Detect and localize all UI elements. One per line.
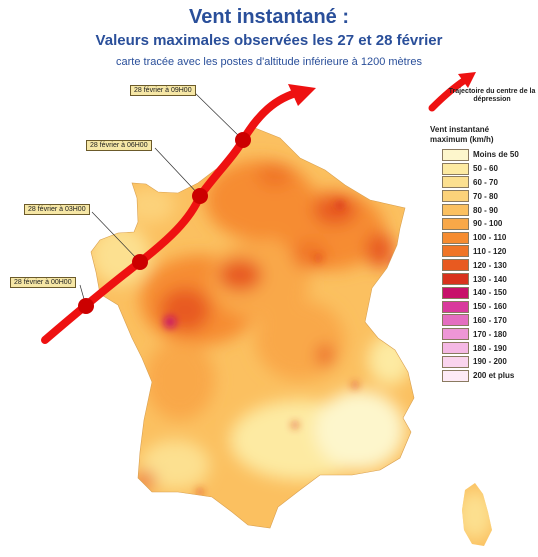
callout-06h00: 28 février à 06H00	[86, 140, 152, 151]
legend-swatch	[442, 328, 469, 341]
legend-label: 170 - 180	[473, 329, 507, 339]
trajectory-point-06h	[192, 188, 208, 204]
map-title: Vent instantané :	[188, 6, 350, 28]
legend-label: 130 - 140	[473, 274, 507, 284]
legend-label: 190 - 200	[473, 357, 507, 367]
legend-row: 100 - 110	[442, 231, 519, 245]
legend-trajectory-arrowhead	[458, 72, 476, 88]
legend-label: 50 - 60	[473, 164, 498, 174]
legend-swatch	[442, 355, 469, 368]
legend-row: 50 - 60	[442, 162, 519, 176]
legend-row: 190 - 200	[442, 355, 519, 369]
legend-label: 70 - 80	[473, 191, 498, 201]
legend-label: 110 - 120	[473, 246, 507, 256]
legend-swatch	[442, 273, 469, 286]
trajectory-point-09h	[235, 132, 251, 148]
legend-swatch	[442, 286, 469, 299]
legend-swatch	[442, 217, 469, 230]
callout-00h00: 28 février à 00H00	[10, 277, 76, 288]
legend-row: 160 - 170	[442, 314, 519, 328]
callout-03h00: 28 février à 03H00	[24, 204, 90, 215]
legend-row: 150 - 160	[442, 300, 519, 314]
legend-row: Moins de 50	[442, 148, 519, 162]
legend-row: 200 et plus	[442, 369, 519, 383]
legend-swatch	[442, 190, 469, 203]
callout-09h00: 28 février à 09H00	[130, 85, 196, 96]
legend-trajectory-sample	[428, 76, 469, 112]
trajectory-arrowhead	[288, 84, 316, 106]
legend-label: 180 - 190	[473, 343, 507, 353]
legend-row: 80 - 90	[442, 203, 519, 217]
trajectory-point-00h	[78, 298, 94, 314]
legend-swatch	[442, 369, 469, 382]
legend-row: 60 - 70	[442, 176, 519, 190]
legend-row: 170 - 180	[442, 327, 519, 341]
legend-swatch	[442, 148, 469, 161]
legend-label: 90 - 100	[473, 219, 503, 229]
legend-swatch	[442, 231, 469, 244]
map-note: carte tracée avec les postes d'altitude …	[116, 56, 422, 68]
legend-row: 140 - 150	[442, 286, 519, 300]
wind-speed-legend: Moins de 50 50 - 60 60 - 70 70 - 80 80 - 90 9…	[442, 148, 519, 383]
trajectory-point-03h	[132, 254, 148, 270]
legend-row: 180 - 190	[442, 341, 519, 355]
legend-label: 200 et plus	[473, 371, 515, 381]
trajectory-legend-label: Trajectoire du centre de la dépression	[448, 88, 536, 103]
legend-swatch	[442, 259, 469, 272]
callout-leaders	[79, 92, 244, 307]
legend-label: 120 - 130	[473, 260, 507, 270]
legend-swatch	[442, 245, 469, 258]
legend-label: 140 - 150	[473, 288, 507, 298]
legend-row: 130 - 140	[442, 272, 519, 286]
legend-row: 90 - 100	[442, 217, 519, 231]
map-subtitle: Valeurs maximales observées les 27 et 28…	[95, 32, 443, 49]
legend-swatch	[442, 162, 469, 175]
legend-row: 120 - 130	[442, 258, 519, 272]
legend-swatch	[442, 342, 469, 355]
legend-row: 110 - 120	[442, 245, 519, 259]
legend-label: 150 - 160	[473, 302, 507, 312]
legend-swatch	[442, 204, 469, 217]
legend-title: Vent instantané maximum (km/h)	[430, 125, 494, 144]
legend-swatch	[442, 300, 469, 313]
legend-label: 60 - 70	[473, 177, 498, 187]
wind-field	[91, 128, 492, 546]
legend-label: 80 - 90	[473, 205, 498, 215]
legend-row: 70 - 80	[442, 189, 519, 203]
legend-swatch	[442, 314, 469, 327]
legend-label: 160 - 170	[473, 315, 507, 325]
legend-label: Moins de 50	[473, 150, 519, 160]
legend-label: 100 - 110	[473, 233, 507, 243]
legend-swatch	[442, 176, 469, 189]
